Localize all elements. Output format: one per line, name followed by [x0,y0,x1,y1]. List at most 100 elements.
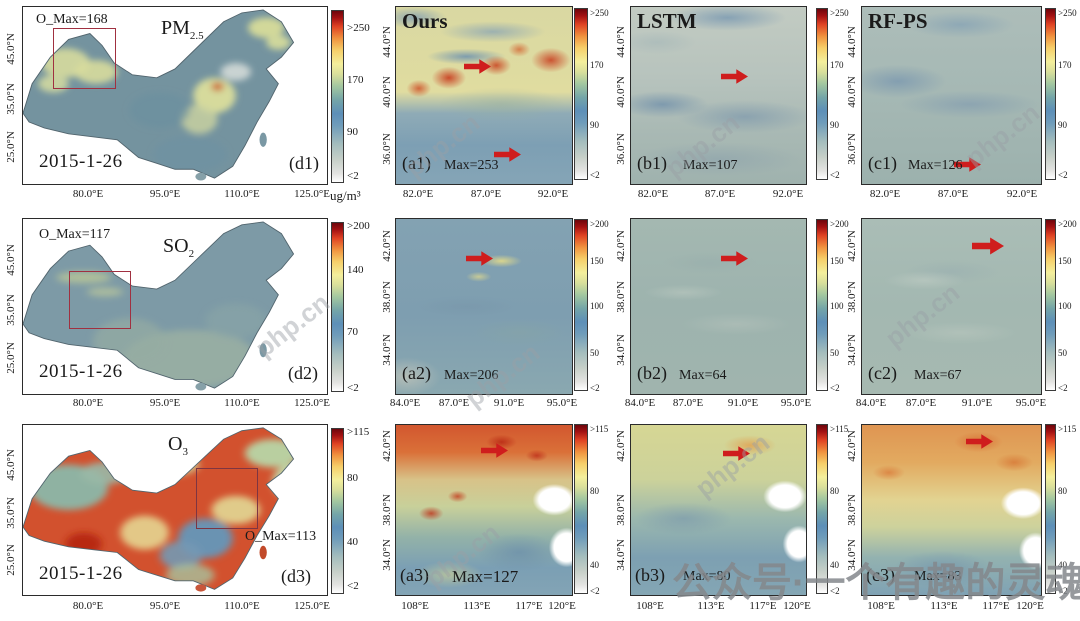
panel-b2-lstm-so2: (b2) Max=64 [630,218,807,395]
panel-tag-b3: (b3) [635,565,665,585]
y-tick: 34.0°N [381,539,393,571]
cb-tick: 90 [347,126,358,138]
y-tick: 42.0°N [381,230,393,262]
x-tick: 117°E [749,600,777,612]
red-arrow [966,434,993,449]
colorbar-b3 [816,424,828,594]
panel-d2-china-so2: O_Max=117 SO2 2015-1-26 (d2) [22,218,328,395]
cb-tick: >115 [830,424,849,434]
colorbar-d2 [331,222,344,392]
method-title-lstm: LSTM [637,9,697,33]
cb-tick: 80 [590,486,599,496]
cb-tick: 40 [590,560,599,570]
x-tick: 125.0°E [294,397,330,409]
y-tick: 34.0°N [846,539,858,571]
cb-tick: 40 [830,560,839,570]
max-label: Max=127 [452,567,519,586]
cb-tick: 80 [347,472,358,484]
x-tick: 82.0°E [402,188,434,200]
cb-tick: <2 [1058,586,1068,596]
max-label: Max=253 [444,158,499,173]
c2-raster [862,219,1041,394]
x-tick: 108°E [636,600,664,612]
panel-tag-b1: (b1) [637,153,667,173]
y-tick: 38.0°N [846,494,858,526]
pollutant-title-main: PM [161,17,190,39]
x-tick: 117°E [982,600,1010,612]
cb-tick: 40 [347,536,358,548]
x-tick: 108°E [867,600,895,612]
x-tick: 84.0°E [389,397,421,409]
x-tick: 113°E [463,600,491,612]
panel-tag-d3: (d3) [281,566,311,586]
cb-tick: <2 [347,382,359,394]
highlight-box-d2 [69,271,131,329]
cb-tick: 50 [590,348,599,358]
date-label: 2015-1-26 [39,563,123,584]
colorbar-d1 [331,10,344,183]
method-title-rfps: RF-PS [868,9,928,33]
max-label: Max=83 [914,569,962,584]
cb-tick: 90 [830,120,839,130]
observed-max-label: O_Max=117 [39,227,111,242]
y-tick: 35.0°N [5,83,17,115]
taiwan-island [259,132,267,147]
c1-raster [862,7,1041,184]
y-tick: 35.0°N [5,497,17,529]
y-tick: 42.0°N [846,430,858,462]
red-arrow [466,251,493,266]
x-tick: 87.0°E [438,397,470,409]
pollutant-title-so2: SO2 [163,235,194,260]
x-tick: 92.0°E [1006,188,1038,200]
red-arrow [954,157,981,172]
y-tick: 25.0°N [5,544,17,576]
cb-tick: >200 [347,220,370,232]
method-title-ours: Ours [402,9,448,33]
panel-a3-ours-o3: (a3) Max=127 [395,424,573,596]
panel-d3-china-o3: O3 O_Max=113 2015-1-26 (d3) [22,424,328,596]
unit-label: ug/m³ [330,188,361,203]
red-arrow [721,251,748,266]
a3-raster [396,425,572,595]
x-tick: 120°E [1016,600,1044,612]
cb-tick: 150 [1058,256,1072,266]
cb-tick: <2 [347,170,359,182]
red-arrow [464,59,491,74]
date-label: 2015-1-26 [39,151,123,172]
cb-tick: <2 [590,170,600,180]
y-tick: 40.0°N [846,76,858,108]
cb-tick: >250 [830,8,849,18]
hainan-island [195,172,207,181]
y-tick: 36.0°N [846,133,858,165]
x-tick: 95.0°E [149,397,181,409]
y-tick: 45.0°N [5,244,17,276]
y-tick: 35.0°N [5,294,17,326]
max-label: Max=206 [444,368,499,383]
red-arrow [723,446,750,461]
cb-tick: >250 [1058,8,1077,18]
red-arrow [494,147,521,162]
observed-max-label: O_Max=113 [245,529,317,544]
c3-raster [862,425,1041,595]
x-tick: 95.0°E [546,397,578,409]
panel-a2-ours-so2: (a2) Max=206 [395,218,573,395]
y-tick: 25.0°N [5,342,17,374]
x-tick: 80.0°E [72,600,104,612]
cb-tick: >115 [347,426,370,438]
x-tick: 92.0°E [772,188,804,200]
x-tick: 87.0°E [672,397,704,409]
panel-tag-a2: (a2) [402,363,431,383]
panel-a1-ours-pm25: Ours (a1) Max=253 [395,6,573,185]
pollutant-title-main: SO [163,235,189,257]
cb-tick: 150 [830,256,844,266]
cb-tick: 170 [830,60,844,70]
colorbar-a3 [574,424,588,594]
panel-tag-c2: (c2) [868,363,897,383]
pollutant-title-sub: 2.5 [189,30,204,42]
cb-tick: 90 [1058,120,1067,130]
colorbar-c2 [1045,219,1056,391]
y-tick: 42.0°N [846,230,858,262]
y-tick: 42.0°N [381,430,393,462]
y-tick: 38.0°N [381,281,393,313]
y-tick: 38.0°N [615,281,627,313]
